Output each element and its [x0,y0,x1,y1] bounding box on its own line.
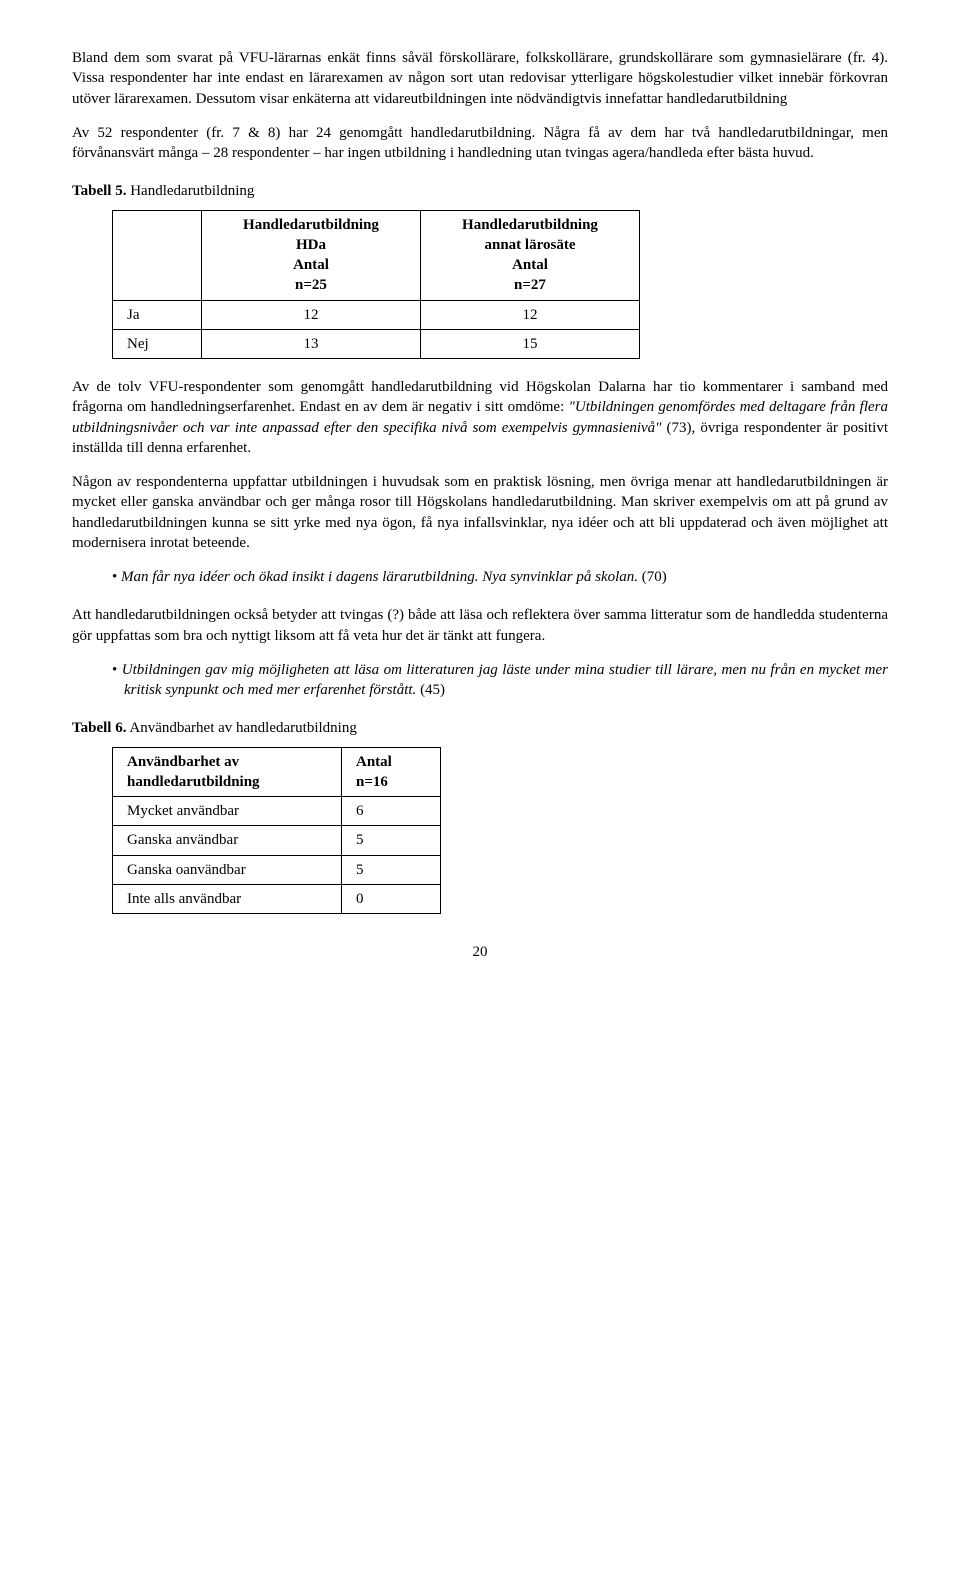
paragraph-1: Bland dem som svarat på VFU-lärarnas enk… [72,48,888,109]
table5-h0 [113,210,202,300]
bullet2-text: Utbildningen gav mig möjligheten att läs… [122,662,888,698]
table5-h1-l2: HDa [216,235,406,255]
cell: 12 [421,300,640,329]
paragraph-4: Någon av respondenterna uppfattar utbild… [72,472,888,553]
cell: Ganska användbar [113,826,342,855]
table6-h1-l1: Användbarhet av [127,752,327,772]
table-row: Mycket användbar 6 [113,797,441,826]
cell: 5 [342,855,441,884]
table5-h1-l1: Handledarutbildning [216,215,406,235]
cell: Ja [113,300,202,329]
cell: 5 [342,826,441,855]
bullet-list-2: Utbildningen gav mig möjligheten att läs… [72,660,888,701]
cell: Ganska oanvändbar [113,855,342,884]
table5-h1: Handledarutbildning HDa Antal n=25 [202,210,421,300]
paragraph-2: Av 52 respondenter (fr. 7 & 8) har 24 ge… [72,123,888,164]
bullet-list-1: Man får nya idéer och ökad insikt i dage… [72,567,888,587]
table5-title-rest: Handledarutbildning [126,183,254,199]
cell: 12 [202,300,421,329]
table-row: Ganska oanvändbar 5 [113,855,441,884]
page-number: 20 [72,942,888,962]
table5-h1-l4: n=25 [216,275,406,295]
table5-title: Tabell 5. Handledarutbildning [72,181,888,201]
cell: 6 [342,797,441,826]
table6-header-row: Användbarhet av handledarutbildning Anta… [113,747,441,797]
table6-title: Tabell 6. Användbarhet av handledarutbil… [72,718,888,738]
table5: Handledarutbildning HDa Antal n=25 Handl… [112,210,640,360]
table-row: Nej 13 15 [113,329,640,358]
cell: Nej [113,329,202,358]
bullet2-ref: (45) [416,682,445,698]
table6-title-rest: Användbarhet av handledarutbildning [126,720,356,736]
table-row: Ganska användbar 5 [113,826,441,855]
bullet1-ref: (70) [638,569,667,585]
paragraph-5: Att handledarutbildningen också betyder … [72,605,888,646]
table5-header-row: Handledarutbildning HDa Antal n=25 Handl… [113,210,640,300]
list-item: Utbildningen gav mig möjligheten att läs… [112,660,888,701]
cell: 0 [342,884,441,913]
cell: 13 [202,329,421,358]
cell: 15 [421,329,640,358]
table5-h1-l3: Antal [216,255,406,275]
table5-h2-l4: n=27 [435,275,625,295]
bullet1-text: Man får nya idéer och ökad insikt i dage… [121,569,638,585]
table6-h2-l1: Antal [356,752,426,772]
table5-h2: Handledarutbildning annat lärosäte Antal… [421,210,640,300]
table5-h2-l2: annat lärosäte [435,235,625,255]
table5-h2-l1: Handledarutbildning [435,215,625,235]
table6: Användbarhet av handledarutbildning Anta… [112,747,441,915]
paragraph-3: Av de tolv VFU-respondenter som genomgåt… [72,377,888,458]
table5-title-bold: Tabell 5. [72,183,126,199]
table6-title-bold: Tabell 6. [72,720,126,736]
list-item: Man får nya idéer och ökad insikt i dage… [112,567,888,587]
table6-h2: Antal n=16 [342,747,441,797]
cell: Mycket användbar [113,797,342,826]
cell: Inte alls användbar [113,884,342,913]
table6-h1-l2: handledarutbildning [127,772,327,792]
table6-h2-l2: n=16 [356,772,426,792]
table-row: Ja 12 12 [113,300,640,329]
table6-h1: Användbarhet av handledarutbildning [113,747,342,797]
table5-h2-l3: Antal [435,255,625,275]
table-row: Inte alls användbar 0 [113,884,441,913]
